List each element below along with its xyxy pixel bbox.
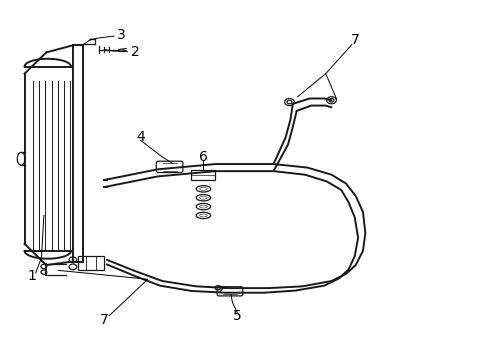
Ellipse shape	[199, 205, 207, 208]
Ellipse shape	[196, 203, 210, 210]
Bar	[191, 170, 215, 180]
FancyBboxPatch shape	[217, 287, 243, 296]
Ellipse shape	[196, 186, 210, 192]
Text: 2: 2	[131, 45, 140, 59]
Ellipse shape	[199, 188, 207, 190]
Text: 5: 5	[232, 310, 241, 324]
Bar	[78, 256, 104, 270]
Ellipse shape	[199, 214, 207, 217]
Text: 4: 4	[136, 130, 144, 144]
Text: 7: 7	[100, 313, 108, 327]
Text: 7: 7	[350, 33, 359, 47]
Ellipse shape	[196, 212, 210, 219]
FancyBboxPatch shape	[156, 161, 183, 172]
Text: 6: 6	[199, 150, 207, 164]
Text: 3: 3	[117, 28, 125, 42]
Ellipse shape	[196, 194, 210, 201]
Text: 1: 1	[27, 269, 36, 283]
Ellipse shape	[199, 196, 207, 199]
